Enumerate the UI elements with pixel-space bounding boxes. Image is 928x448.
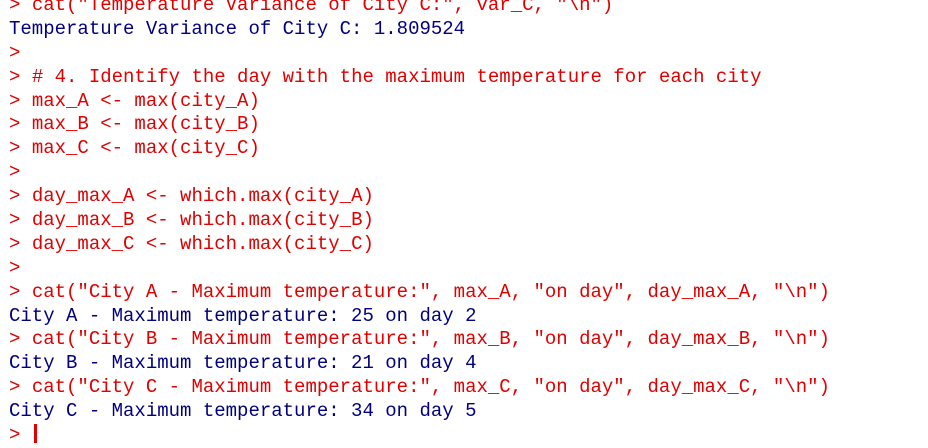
console-output: City B - Maximum temperature: 21 on day … <box>9 352 477 375</box>
console-line: City B - Maximum temperature: 21 on day … <box>9 352 830 376</box>
code-input: cat("City A - Maximum temperature:", max… <box>31 280 830 303</box>
code-input: day_max_B <- which.max(city_B) <box>31 209 374 232</box>
prompt: > <box>9 209 21 232</box>
console-line: > cat("City C - Maximum temperature:", m… <box>9 376 830 400</box>
prompt: > <box>9 41 21 64</box>
prompt: > <box>9 256 21 279</box>
prompt: > <box>9 0 21 16</box>
console-line: > day_max_C <- which.max(city_C) <box>9 233 830 257</box>
prompt: > <box>9 89 21 112</box>
console-line: > <box>9 161 830 185</box>
prompt: > <box>9 328 21 351</box>
console-line: > max_B <- max(city_B) <box>9 113 830 137</box>
console-line: > <box>9 42 830 66</box>
console-line: > day_max_B <- which.max(city_B) <box>9 209 830 233</box>
code-input: cat("City C - Maximum temperature:", max… <box>31 376 830 399</box>
console-line: Temperature Variance of City C: 1.809524 <box>9 18 830 42</box>
console-line: > cat("City B - Maximum temperature:", m… <box>9 328 830 352</box>
console-output: City C - Maximum temperature: 34 on day … <box>9 400 477 423</box>
console-line: > # 4. Identify the day with the maximum… <box>9 66 830 90</box>
prompt: > <box>9 280 21 303</box>
console-line: > max_C <- max(city_C) <box>9 137 830 161</box>
console-line: > <box>9 424 830 448</box>
code-input: max_B <- max(city_B) <box>31 113 260 136</box>
console-line: > cat("City A - Maximum temperature:", m… <box>9 281 830 305</box>
console-line: > <box>9 257 830 281</box>
console-output: Temperature Variance of City C: 1.809524 <box>9 17 466 40</box>
code-input: max_A <- max(city_A) <box>31 89 260 112</box>
code-input: cat("City B - Maximum temperature:", max… <box>31 328 830 351</box>
prompt: > <box>9 424 21 447</box>
console-lines: > cat("Temperature Variance of City C:",… <box>9 0 830 448</box>
prompt: > <box>9 137 21 160</box>
prompt: > <box>9 376 21 399</box>
console-line: > cat("Temperature Variance of City C:",… <box>9 0 830 18</box>
console-line: City A - Maximum temperature: 25 on day … <box>9 305 830 329</box>
console-line: > max_A <- max(city_A) <box>9 90 830 114</box>
code-input: day_max_A <- which.max(city_A) <box>31 185 374 208</box>
console-output: City A - Maximum temperature: 25 on day … <box>9 304 477 327</box>
code-input: cat("Temperature Variance of City C:", v… <box>31 0 614 16</box>
prompt: > <box>9 113 21 136</box>
code-input: max_C <- max(city_C) <box>31 137 260 160</box>
text-cursor <box>33 424 37 444</box>
code-input: # 4. Identify the day with the maximum t… <box>31 65 762 88</box>
code-input: day_max_C <- which.max(city_C) <box>31 232 374 255</box>
console-line: City C - Maximum temperature: 34 on day … <box>9 400 830 424</box>
console-line: > day_max_A <- which.max(city_A) <box>9 185 830 209</box>
prompt: > <box>9 232 21 255</box>
prompt: > <box>9 161 21 184</box>
prompt: > <box>9 65 21 88</box>
prompt: > <box>9 185 21 208</box>
